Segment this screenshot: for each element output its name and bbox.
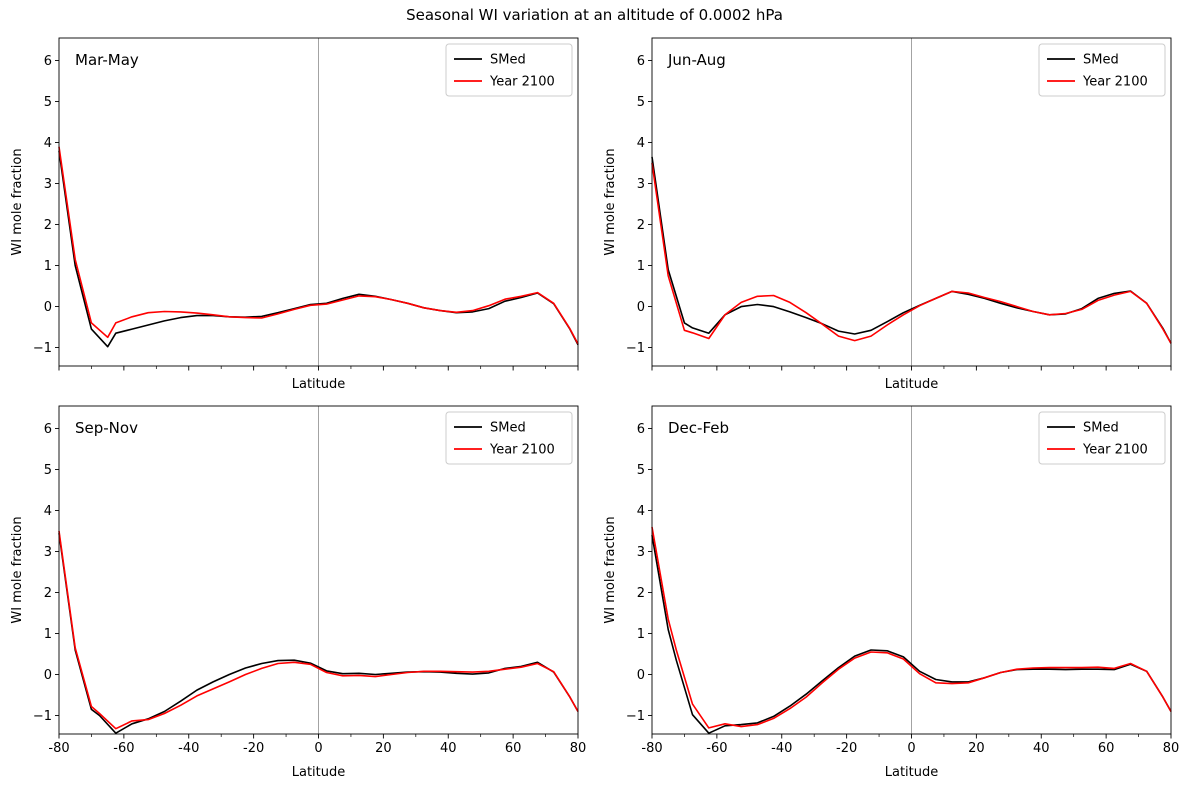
chart-panel-2: −1 0 1 2 3 4 5 6 Latitude WI mole fraction Jun-Aug… — [603, 37, 1172, 392]
panel-label: Mar-May — [75, 51, 139, 69]
y-axis-label: WI mole fraction — [603, 516, 618, 623]
series-line-year-2100 — [58, 146, 579, 345]
panel-label: Jun-Aug — [667, 51, 726, 69]
y-tick-label: 5 — [637, 95, 645, 110]
x-tick-label: 60 — [1098, 741, 1115, 756]
x-tick-label: -20 — [836, 741, 857, 756]
x-tick-label: 80 — [570, 741, 587, 756]
chart-panel-3: −1 0 1 2 3 4 5 6 -80 -60 -40 -20 0 20 40 60 80 Latitude WI… — [10, 405, 587, 780]
y-tick-label: 1 — [637, 259, 645, 274]
y-tick-label: 4 — [637, 504, 645, 519]
y-tick-label: 3 — [637, 545, 645, 560]
x-tick-label: 0 — [907, 741, 915, 756]
legend-box — [1038, 411, 1166, 465]
legend-entry-label: SMed — [1083, 53, 1119, 68]
y-axis-label: WI mole fraction — [603, 148, 618, 255]
y-tick-label: 6 — [637, 54, 645, 69]
legend-entry-label: Year 2100 — [489, 75, 555, 90]
x-tick-label: -40 — [178, 741, 199, 756]
y-tick-label: 3 — [44, 177, 52, 192]
y-tick-label: −1 — [33, 341, 52, 356]
y-tick-label: 2 — [44, 218, 52, 233]
y-tick-label: 2 — [637, 586, 645, 601]
legend-box — [445, 411, 573, 465]
y-tick-label: −1 — [626, 709, 645, 724]
x-tick-label: -80 — [48, 741, 69, 756]
y-tick-label: 4 — [44, 504, 52, 519]
x-axis-label: Latitude — [885, 765, 939, 780]
legend-box — [445, 43, 573, 97]
x-axis-label: Latitude — [292, 765, 346, 780]
legend-box — [1038, 43, 1166, 97]
y-tick-label: 6 — [44, 54, 52, 69]
panel-label: Dec-Feb — [668, 419, 729, 437]
chart-panel-4: −1 0 1 2 3 4 5 6 -80 -60 -40 -20 0 20 40 60 80 Latitude WI… — [603, 405, 1180, 780]
y-tick-label: 4 — [44, 136, 52, 151]
legend-entry-label: SMed — [490, 421, 526, 436]
y-tick-label: 5 — [637, 463, 645, 478]
x-tick-label: -80 — [641, 741, 662, 756]
x-tick-label: 20 — [375, 741, 392, 756]
y-tick-label: 0 — [637, 668, 645, 683]
series-line-smed — [651, 156, 1172, 344]
series-line-year-2100 — [58, 530, 579, 730]
legend-entry-label: SMed — [1083, 421, 1119, 436]
y-tick-label: 2 — [637, 218, 645, 233]
y-tick-label: 1 — [44, 259, 52, 274]
legend: SMed Year 2100 — [445, 43, 573, 97]
y-tick-label: 0 — [44, 300, 52, 315]
y-tick-label: 6 — [637, 422, 645, 437]
y-tick-label: 3 — [637, 177, 645, 192]
chart-panel-1: −1 0 1 2 3 4 5 6 Latitude WI mole fraction Mar-May… — [10, 37, 579, 392]
y-tick-label: 2 — [44, 586, 52, 601]
legend-entry-label: Year 2100 — [489, 443, 555, 458]
x-tick-label: 40 — [440, 741, 457, 756]
y-tick-label: 0 — [44, 668, 52, 683]
x-tick-label: 20 — [968, 741, 985, 756]
y-tick-label: 0 — [637, 300, 645, 315]
x-tick-label: -20 — [243, 741, 264, 756]
legend-entry-label: Year 2100 — [1082, 443, 1148, 458]
y-axis-label: WI mole fraction — [10, 516, 25, 623]
y-tick-label: 1 — [44, 627, 52, 642]
y-tick-label: 4 — [637, 136, 645, 151]
legend: SMed Year 2100 — [1038, 43, 1166, 97]
x-tick-label: -60 — [706, 741, 727, 756]
y-tick-label: 3 — [44, 545, 52, 560]
y-tick-label: 1 — [637, 627, 645, 642]
legend-entry-label: SMed — [490, 53, 526, 68]
y-tick-label: 6 — [44, 422, 52, 437]
series-line-year-2100 — [651, 162, 1172, 344]
legend-entry-label: Year 2100 — [1082, 75, 1148, 90]
y-axis-label: WI mole fraction — [10, 148, 25, 255]
x-tick-label: 40 — [1033, 741, 1050, 756]
y-tick-label: 5 — [44, 463, 52, 478]
y-tick-label: −1 — [626, 341, 645, 356]
x-tick-label: 60 — [505, 741, 522, 756]
x-axis-label: Latitude — [885, 377, 939, 392]
y-tick-label: 5 — [44, 95, 52, 110]
legend: SMed Year 2100 — [445, 411, 573, 465]
x-tick-label: -40 — [771, 741, 792, 756]
series-line-year-2100 — [651, 526, 1172, 729]
panel-label: Sep-Nov — [75, 419, 138, 437]
figure-title: Seasonal WI variation at an altitude of … — [406, 6, 783, 24]
x-tick-label: 0 — [314, 741, 322, 756]
x-tick-label: -60 — [113, 741, 134, 756]
x-tick-label: 80 — [1163, 741, 1180, 756]
legend: SMed Year 2100 — [1038, 411, 1166, 465]
x-axis-label: Latitude — [292, 377, 346, 392]
y-tick-label: −1 — [33, 709, 52, 724]
